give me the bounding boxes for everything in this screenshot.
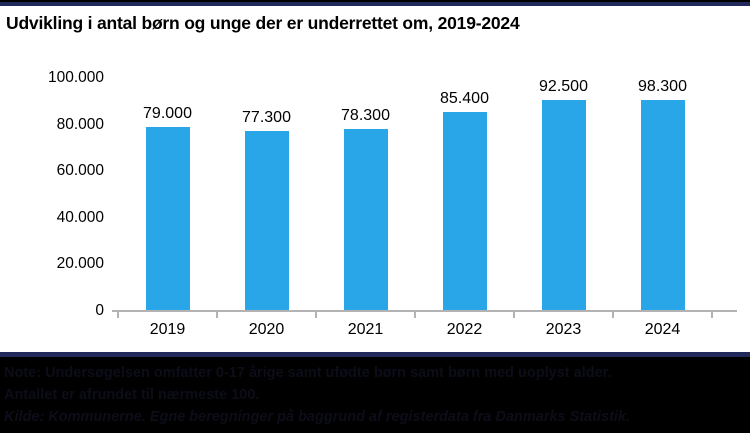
x-axis-label-2019: 2019 [149,321,186,338]
chart-title: Udvikling i antal børn og unge der er un… [6,12,520,33]
bar-value-label: 98.300 [638,78,687,95]
x-axis-tick [314,311,317,318]
y-axis-tick-label: 100.000 [47,69,104,86]
bar-slot: 85.400 [415,78,514,311]
bar-slot: 79.000 [118,78,217,311]
footer-divider-rule [0,352,750,357]
x-axis-label-2023: 2023 [545,321,582,338]
x-axis-line [112,310,737,312]
bar-slot: 92.500 [514,78,613,311]
bar-2019 [145,126,190,311]
bar-2023 [541,100,586,311]
bar-value-label: 85.400 [440,90,489,108]
bar-2024 [640,100,685,311]
x-axis-category-labels: 2019 2020 2021 2022 2023 2024 [118,321,712,339]
x-axis-label-2021: 2021 [347,321,384,338]
bar-value-label: 79.000 [143,104,192,122]
y-axis-labels: 0 20.000 40.000 60.000 80.000 100.000 [0,69,104,319]
source-line: Kilde: Kommunerne. Egne beregninger på b… [4,409,631,425]
bar-chart: 0 20.000 40.000 60.000 80.000 100.000 79.000 7… [0,40,750,352]
y-axis-tick-label: 20.000 [56,255,104,273]
bar-slot: 98.300 [613,78,712,311]
y-axis-tick-label: 40.000 [56,208,104,226]
x-axis-tick [117,311,119,318]
x-axis-tick [612,311,614,318]
x-axis-label-2022: 2022 [446,321,483,338]
footer-notes: Note: Undersøgelsen omfatter 0-17 årige … [0,357,750,433]
bar-value-label: 77.300 [242,108,291,126]
y-axis-tick-label: 60.000 [56,162,104,180]
x-axis-label-2024: 2024 [644,321,681,338]
x-axis-tick [414,311,416,318]
bar-2020 [244,130,289,311]
bar-2022 [442,112,487,311]
x-axis-tick [215,311,218,318]
bar-2021 [343,128,388,311]
y-axis-tick-label: 80.000 [56,115,104,133]
plot-area: 79.000 77.300 78.300 85.400 92.500 98.300 [112,78,737,318]
bar-value-label: 78.300 [341,106,390,124]
top-border-rule [0,0,750,6]
note-line-1: Note: Undersøgelsen omfatter 0-17 årige … [4,365,612,381]
bars: 79.000 77.300 78.300 85.400 92.500 98.300 [118,78,712,311]
x-axis-tick [512,311,515,318]
y-axis-tick-label: 0 [95,302,104,319]
x-axis-label-2020: 2020 [248,321,285,338]
bar-slot: 77.300 [217,78,316,311]
bar-value-label: 92.500 [539,78,588,95]
title-row: Udvikling i antal børn og unge der er un… [0,6,750,40]
bar-slot: 78.300 [316,78,415,311]
note-line-2: Antallet er afrundet til nærmeste 100. [4,387,260,403]
x-axis-tick [711,311,713,318]
